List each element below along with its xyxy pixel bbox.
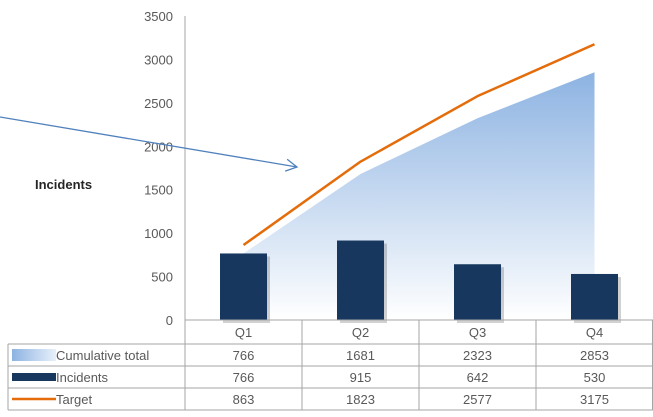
x-tick-label: Q3: [469, 325, 486, 340]
area-cumulative-total: [244, 72, 595, 320]
legend-entry: Incidents: [56, 370, 109, 385]
data-label: 1681: [346, 348, 375, 363]
y-tick-label: 0: [166, 313, 173, 328]
y-tick-label: 3000: [144, 52, 173, 67]
y-tick-label: 2500: [144, 96, 173, 111]
data-label: 2323: [463, 348, 492, 363]
x-tick-label: Q2: [352, 325, 369, 340]
bar-incidents: [571, 274, 618, 320]
y-tick-label: 500: [151, 270, 173, 285]
y-axis-label: Incidents: [35, 177, 92, 192]
data-label: 3175: [580, 392, 609, 407]
data-label: 642: [467, 370, 489, 385]
y-tick-label: 1000: [144, 226, 173, 241]
legend-swatch-bar: [12, 373, 56, 381]
data-label: 863: [233, 392, 255, 407]
data-label: 1823: [346, 392, 375, 407]
data-label: 2577: [463, 392, 492, 407]
data-label: 915: [350, 370, 372, 385]
bar-incidents: [337, 241, 384, 320]
data-label: 766: [233, 348, 255, 363]
legend-swatch-area: [12, 349, 56, 361]
x-tick-label: Q4: [586, 325, 603, 340]
legend-entry: Cumulative total: [56, 348, 149, 363]
legend-entry: Target: [56, 392, 93, 407]
data-label: 2853: [580, 348, 609, 363]
y-tick-label: 3500: [144, 9, 173, 24]
annotation-arrow: [0, 117, 297, 167]
data-label: 766: [233, 370, 255, 385]
bar-incidents: [220, 253, 267, 320]
data-label: 530: [584, 370, 606, 385]
y-tick-label: 1500: [144, 183, 173, 198]
bar-incidents: [454, 264, 501, 320]
x-tick-label: Q1: [235, 325, 252, 340]
